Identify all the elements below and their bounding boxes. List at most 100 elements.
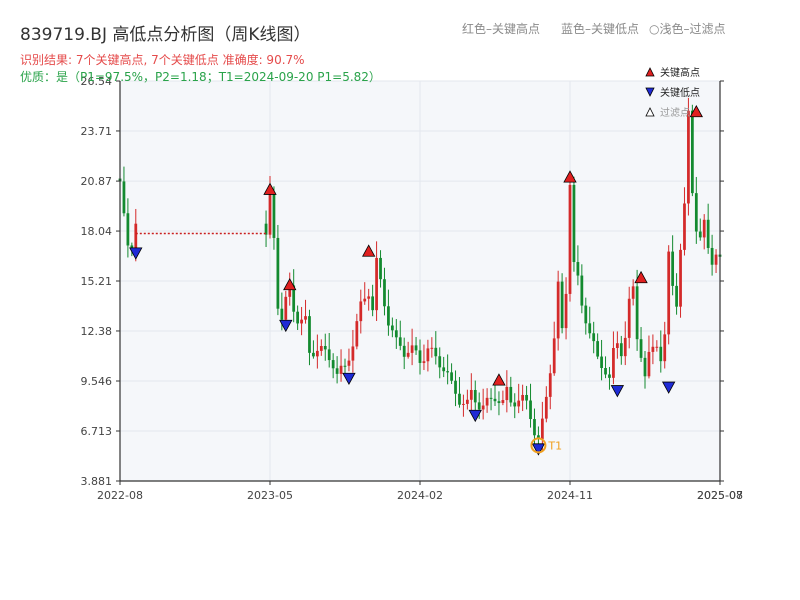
candle-body: [619, 343, 623, 357]
candle-body: [430, 347, 434, 349]
candle-body: [462, 403, 465, 405]
candle-body: [122, 181, 126, 214]
candle-body: [410, 345, 414, 353]
x-tick-label: 2024-11: [547, 489, 593, 502]
x-tick-label: 2022-08: [97, 489, 143, 502]
candle-body: [458, 393, 461, 405]
candle-body: [572, 184, 576, 263]
candle-body: [513, 402, 517, 407]
key-high-marker: [362, 244, 376, 257]
candle-body: [493, 398, 497, 402]
candle-body: [394, 330, 398, 338]
candle-body: [592, 333, 596, 342]
candle-body: [564, 293, 568, 329]
candle-body: [323, 346, 327, 350]
candle-body: [387, 306, 390, 326]
candle-body: [600, 356, 603, 369]
candle-body: [690, 110, 694, 194]
candle-body: [509, 386, 513, 403]
candles: [118, 97, 722, 451]
candle-body: [706, 219, 710, 248]
candle-body: [489, 397, 493, 399]
candle-body: [126, 213, 130, 246]
candle-body: [355, 321, 359, 347]
key-high-marker: [283, 277, 297, 291]
candle-body: [529, 400, 532, 420]
candle-body: [537, 435, 540, 439]
candle-body: [304, 316, 307, 320]
t1-circle-marker: [530, 437, 547, 454]
key-low-marker: [610, 385, 625, 398]
candle-body: [284, 296, 288, 320]
candle-body: [568, 184, 572, 294]
candle-body: [379, 257, 382, 280]
legend-marker: [645, 87, 655, 97]
candle-body: [406, 352, 410, 357]
y-tick-label: 12.38: [81, 325, 113, 338]
candle-body: [268, 192, 272, 235]
candle-body: [473, 389, 477, 403]
x-tick-label: 2025-07: [697, 489, 743, 502]
candle-body: [497, 401, 501, 404]
key-high-marker: [263, 182, 277, 195]
candle-body: [319, 346, 323, 351]
candle-body: [469, 389, 473, 400]
legend-red-high: 红色–关键高点: [462, 22, 541, 36]
candle-body: [367, 296, 371, 299]
candle-body: [659, 346, 663, 362]
legend-marker: [645, 107, 655, 117]
candle-body: [533, 419, 536, 436]
candle-body: [548, 373, 552, 397]
candle-body: [134, 223, 138, 251]
y-tick-label: 9.546: [81, 375, 113, 388]
candle-body: [315, 350, 319, 357]
key-high-marker: [689, 104, 703, 118]
candle-body: [615, 343, 619, 349]
candle-body: [679, 249, 682, 307]
candle-body: [596, 341, 600, 357]
candle-body: [398, 337, 402, 346]
candle-body: [454, 380, 457, 394]
quality-summary: 优质：是（P1=97.5%，P2=1.18；T1=2024-09-20 P1=5…: [20, 70, 381, 84]
legend-blue-low: 蓝色–关键低点: [561, 22, 640, 36]
candle-body: [465, 399, 469, 404]
y-tick-label: 20.87: [81, 175, 113, 188]
candle-body: [331, 360, 335, 369]
legend-light-filtered: ○浅色–过滤点: [649, 22, 726, 36]
y-tick-label: 15.21: [81, 275, 113, 288]
candle-body: [481, 405, 485, 410]
candle-body: [264, 223, 268, 235]
candle-body: [446, 371, 450, 373]
key-high-marker: [563, 170, 577, 183]
candle-body: [683, 203, 686, 250]
candle-body: [667, 251, 671, 335]
legend-label: 过滤点: [660, 106, 690, 119]
tick-labels: 3.881 6.713 9.546 12.38 15.21 18.04 20.87 23.71…: [81, 75, 743, 502]
candle-body: [639, 339, 643, 358]
candle-body: [280, 308, 284, 320]
candle-body: [540, 418, 544, 439]
y-tick-label: 18.04: [81, 225, 113, 238]
x-tick-label: 2023-05: [247, 489, 293, 502]
candle-body: [714, 254, 718, 265]
y-tick-label: 3.881: [81, 475, 113, 488]
candle-body: [343, 365, 347, 367]
candle-body: [390, 325, 394, 331]
candle-body: [450, 372, 453, 381]
candle-body: [663, 334, 667, 362]
candle-body: [687, 110, 690, 204]
y-tick-label: 26.54: [81, 75, 113, 88]
candle-body: [477, 402, 481, 410]
candle-body: [292, 285, 296, 312]
candle-body: [363, 298, 367, 302]
key-low-marker: [468, 409, 482, 423]
legend-marker: [645, 67, 655, 77]
x-tick-label: 2024-02: [397, 489, 443, 502]
candle-body: [505, 386, 509, 401]
candle-body: [296, 311, 300, 324]
candle-body: [544, 396, 548, 419]
candle-body: [552, 338, 556, 374]
candle-body: [525, 394, 528, 401]
y-tick-label: 6.713: [81, 425, 113, 438]
